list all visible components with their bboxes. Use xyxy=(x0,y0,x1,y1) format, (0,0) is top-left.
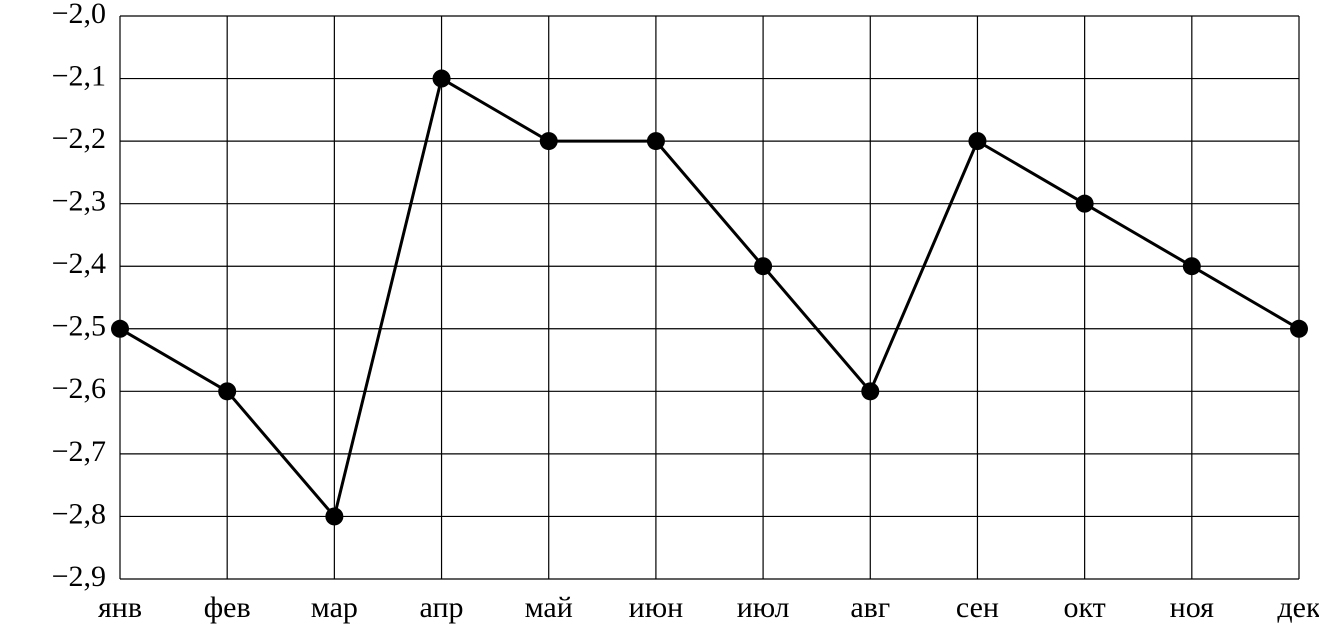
y-tick-label: −2,3 xyxy=(52,185,106,218)
y-tick-label: −2,1 xyxy=(52,59,106,92)
x-tick-label: янв xyxy=(98,591,142,624)
x-tick-label: окт xyxy=(1063,591,1105,624)
data-point xyxy=(1290,320,1308,338)
y-tick-label: −2,5 xyxy=(52,310,106,343)
data-point xyxy=(111,320,129,338)
x-tick-label: сен xyxy=(956,591,999,624)
data-point xyxy=(968,132,986,150)
x-tick-label: июл xyxy=(737,591,790,624)
data-point xyxy=(754,257,772,275)
data-point xyxy=(1183,257,1201,275)
y-tick-label: −2,7 xyxy=(52,435,106,468)
y-tick-label: −2,6 xyxy=(52,372,106,405)
y-tick-label: −2,4 xyxy=(52,247,106,280)
x-tick-label: май xyxy=(525,591,573,624)
y-tick-label: −2,8 xyxy=(52,497,106,530)
y-tick-label: −2,2 xyxy=(52,122,106,155)
y-tick-label: −2,9 xyxy=(52,560,106,593)
y-tick-label: −2,0 xyxy=(52,0,106,30)
data-point xyxy=(433,70,451,88)
x-tick-label: ноя xyxy=(1170,591,1214,624)
data-point xyxy=(325,507,343,525)
line-chart: −2,0 −2,1 −2,2 −2,3 −2,4 −2,5 −2,6 −2,7 −2,8 −2,9… xyxy=(0,0,1319,639)
x-tick-label: авг xyxy=(850,591,890,624)
data-point xyxy=(1076,195,1094,213)
x-tick-label: дек xyxy=(1277,591,1319,624)
x-tick-label: мар xyxy=(311,591,358,624)
x-tick-label: фев xyxy=(204,591,251,624)
x-tick-label: июн xyxy=(629,591,684,624)
data-point xyxy=(540,132,558,150)
chart-svg: −2,0 −2,1 −2,2 −2,3 −2,4 −2,5 −2,6 −2,7 −2,8 −2,9… xyxy=(0,0,1319,639)
data-point xyxy=(647,132,665,150)
x-tick-label: апр xyxy=(420,591,464,624)
data-point xyxy=(861,382,879,400)
data-point xyxy=(218,382,236,400)
